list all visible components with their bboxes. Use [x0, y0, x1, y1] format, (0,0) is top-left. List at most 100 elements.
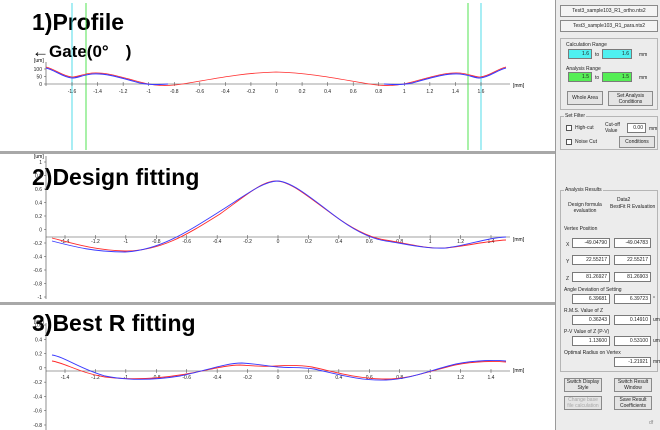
profile-x-tick-label: 1	[403, 89, 406, 95]
angle-deviation-label: Angle Deviation of Setting	[564, 287, 622, 293]
high-cut-checkbox[interactable]	[566, 125, 572, 131]
design-x-tick-label: -0.2	[243, 239, 252, 245]
calc-range-label: Calculation Range	[566, 42, 607, 48]
analysis-range-to: to	[595, 75, 600, 81]
vertex-z-design: 81.26927	[572, 272, 610, 282]
analysis-range-from[interactable]: 1.5	[568, 72, 592, 82]
design-y-tick-label: 0.4	[35, 201, 42, 207]
design-chart: [um] [mm] 1 0.8 0.6 0.4 0.2 0 -0.2 -0.4 -0.6 -0.8…	[33, 154, 524, 301]
calc-range-from[interactable]: 1.6	[568, 49, 592, 59]
profile-y-tick-label: 100	[34, 67, 43, 73]
calc-range-unit: mm	[639, 52, 648, 58]
cutoff-value-field[interactable]: 0.00	[627, 123, 646, 133]
noise-cut-checkbox[interactable]	[566, 139, 572, 145]
analysis-range-unit: mm	[639, 75, 648, 81]
profile-panel: 1)Profile ←Gate(0° ) [um] [mm] 100 50 0 -1…	[0, 0, 555, 152]
rms-design: 0.36243	[572, 315, 610, 325]
design-y-unit: [um]	[34, 154, 44, 160]
bestr-y-tick-label: -0.2	[33, 380, 42, 386]
design-y-tick-label: -0.8	[33, 282, 42, 288]
bestr-y-tick-label: -0.8	[33, 423, 42, 429]
switch-display-style-button[interactable]: Switch Display Style	[564, 378, 602, 392]
results-label: Analysis Results	[564, 187, 603, 193]
profile-x-unit: [mm]	[513, 83, 525, 89]
angle-design: 6.39681	[572, 294, 610, 304]
design-eval-header: Design formula evaluation	[568, 202, 602, 214]
design-x-tick-label: -0.6	[182, 239, 191, 245]
bestr-y-tick-label: 0.2	[35, 352, 42, 358]
bestr-x-tick-label: 1	[429, 375, 432, 381]
bestr-curve-blue	[51, 354, 507, 381]
profile-x-tick-label: 1.6	[478, 89, 485, 95]
design-x-tick-label: 0	[277, 239, 280, 245]
separator-2	[0, 302, 555, 305]
profile-x-tick-label: -0.6	[196, 89, 205, 95]
profile-title: 1)Profile	[32, 9, 125, 35]
filter-conditions-button[interactable]: Conditions	[619, 136, 655, 148]
bestfit-eval-header: BestFit R Evaluation	[610, 204, 656, 210]
angle-unit: °	[653, 296, 655, 302]
set-analysis-conditions-button[interactable]: Set Analysis Conditions	[608, 91, 653, 106]
bestr-y-tick-label: 0.4	[35, 337, 42, 343]
design-x-tick-label: 0.4	[335, 239, 342, 245]
profile-x-tick-label: 0.2	[299, 89, 306, 95]
profile-x-tick-label: -1.4	[93, 89, 102, 95]
bestr-x-tick-label: -0.2	[243, 375, 252, 381]
bestr-chart: [um] [mm] 0.6 0.4 0.2 0 -0.2 -0.4 -0.6 -0.8 -1.…	[33, 319, 525, 430]
vertex-label: Vertex Position	[564, 226, 598, 232]
switch-result-window-button[interactable]: Switch Result Window	[614, 378, 652, 392]
pv-design: 1.13600	[572, 336, 610, 346]
profile-x-tick-label: -1.6	[68, 89, 77, 95]
change-base-file-button[interactable]: Change base file calculation	[564, 396, 602, 410]
calc-range-to-field[interactable]: 1.6	[602, 49, 632, 59]
save-result-coefficients-button[interactable]: Save Result Coefficients	[614, 396, 652, 410]
design-x-tick-label: 0.8	[396, 239, 403, 245]
profile-y-tick-label: 0	[39, 82, 42, 88]
bestr-y-unit: [um]	[34, 319, 44, 325]
analysis-range-to-field[interactable]: 1.5	[602, 72, 632, 82]
file2-label: Test3_sample103_R1_para.nts2	[560, 20, 658, 32]
cutoff-label: Cut-off Value	[605, 122, 620, 134]
analysis-range-label: Analysis Range	[566, 66, 601, 72]
bestr-y-tick-label: -0.4	[33, 394, 42, 400]
resize-grip[interactable]: df	[649, 420, 654, 426]
design-x-tick-label: -1.4	[61, 239, 70, 245]
filter-group: Set Filter High-cut Cut-off Value 0.00 m…	[560, 113, 658, 150]
bestr-x-tick-label: 1.4	[488, 375, 495, 381]
bestr-x-tick-label: -0.6	[182, 375, 191, 381]
bestr-y-tick-label: 0.6	[35, 323, 42, 329]
design-y-tick-label: 1	[39, 160, 42, 166]
vertex-x-bestfit: -49.04783	[614, 238, 651, 248]
design-y-tick-label: 0	[39, 228, 42, 234]
vertex-y-bestfit: 22.55217	[614, 255, 651, 265]
bestr-x-unit: [mm]	[513, 368, 525, 374]
plot-area: 1)Profile ←Gate(0° ) [um] [mm] 100 50 0 -1…	[0, 0, 555, 430]
design-y-tick-label: 0.2	[35, 214, 42, 220]
results-group: Analysis Results Data2 Design formula ev…	[560, 187, 660, 372]
bestr-x-tick-label: 0.2	[305, 375, 312, 381]
bestr-x-tick-label: -1.4	[61, 375, 70, 381]
design-x-tick-label: 0.6	[366, 239, 373, 245]
design-x-tick-label: 1.2	[457, 239, 464, 245]
pv-label: P-V Value of Z (P-V)	[564, 329, 610, 335]
vertex-y-design: 22.55217	[572, 255, 610, 265]
design-panel: 2)Design fitting [um] [mm] 1 0.8 0.6 0.4 0.2…	[0, 154, 555, 302]
profile-x-tick-label: 0.4	[324, 89, 331, 95]
design-y-tick-label: -0.4	[33, 255, 42, 261]
calc-range-to: to	[595, 52, 600, 58]
pv-bestfit: 0.53100	[614, 336, 651, 346]
whole-area-button[interactable]: Whole Area	[567, 91, 603, 105]
design-y-tick-label: 0.8	[35, 174, 42, 180]
bestr-x-tick-label: -1.2	[91, 375, 100, 381]
vertex-z-bestfit: 81.26903	[614, 272, 651, 282]
design-y-tick-label: -0.2	[33, 241, 42, 247]
control-sidebar: Test3_sample103_R1_ortho.nts2 Test3_samp…	[555, 0, 660, 430]
profile-y-unit: [um]	[34, 58, 44, 64]
profile-x-tick-label: 1.2	[426, 89, 433, 95]
vertex-x-design: -49.04790	[572, 238, 610, 248]
profile-x-tick-label: -0.4	[221, 89, 230, 95]
design-x-tick-label: -1	[124, 239, 129, 245]
profile-x-tick-label: -0.2	[247, 89, 256, 95]
design-curve-blue	[51, 180, 507, 253]
bestr-y-tick-label: 0	[39, 366, 42, 372]
